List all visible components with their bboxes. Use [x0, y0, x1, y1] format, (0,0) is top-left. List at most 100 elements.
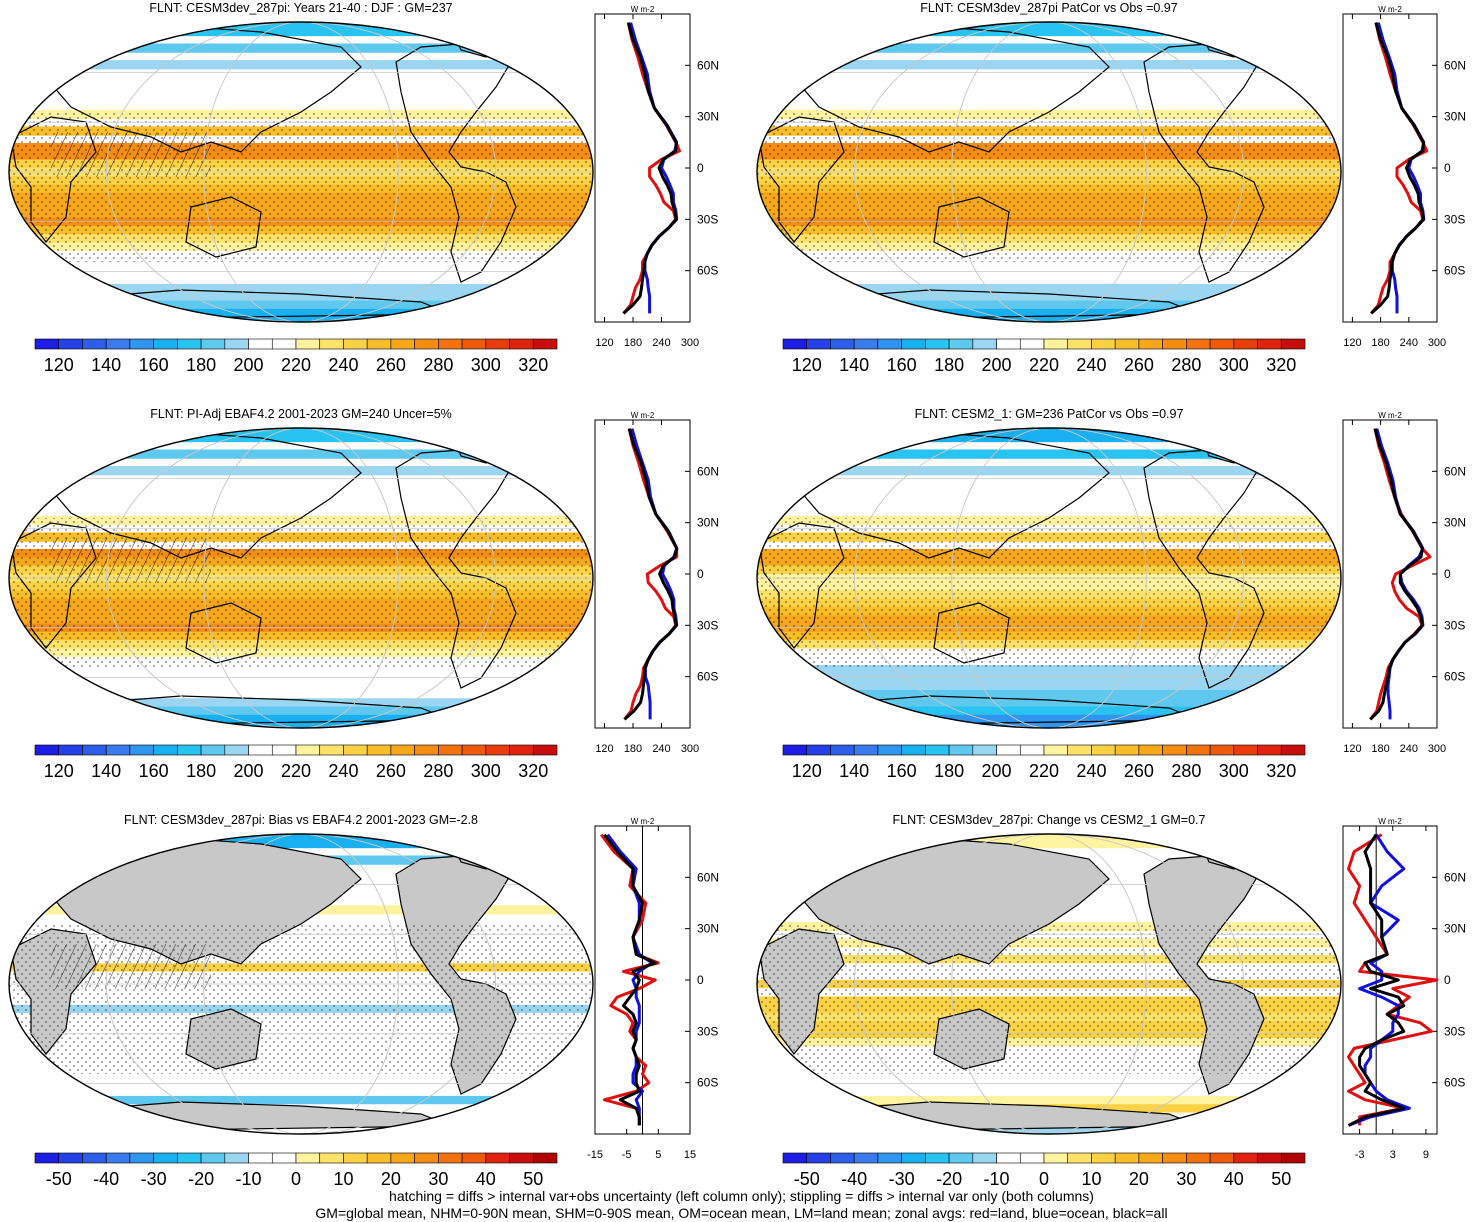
colorbar-tick-label: -10: [236, 1169, 262, 1185]
colorbar-tick-label: 300: [1219, 761, 1249, 781]
colorbar-swatch: [200, 744, 226, 756]
colorbar-swatch: [1186, 338, 1211, 350]
x-tick-label: -15: [587, 1149, 603, 1161]
zonal-series-blue: [629, 22, 679, 314]
lat-label: 60N: [1444, 870, 1466, 884]
colorbar-swatch: [248, 1152, 273, 1164]
colorbar-swatch: [34, 338, 60, 350]
colorbar: 120 140 160 180 200 220 240 260 280 300 320: [34, 338, 558, 375]
colorbar-swatch: [248, 744, 273, 756]
colorbar-tick-label: 300: [471, 355, 501, 375]
lat-label: 60S: [697, 264, 718, 278]
colorbar-swatch: [532, 744, 558, 756]
lat-label: 60S: [697, 670, 718, 684]
x-tick-label: 9: [1423, 1149, 1429, 1161]
lat-label: 60N: [697, 870, 719, 884]
zonal-series-black: [1369, 428, 1424, 721]
colorbar-swatch: [438, 1152, 463, 1164]
colorbar-swatch: [806, 1152, 831, 1164]
x-tick-label: 240: [652, 337, 670, 349]
colorbar-tick-label: 180: [186, 761, 216, 781]
colorbar-swatch: [806, 744, 831, 756]
colorbar-tick-label: 160: [139, 761, 169, 781]
lat-label: 30N: [697, 516, 719, 530]
colorbar-tick-label: 300: [1219, 355, 1249, 375]
zonal-mean-plot: 60N 30N 0 30S 60S 120 180 240 300 W m-2: [1342, 411, 1466, 755]
zonal-mean-plot: 60N 30N 0 30S 60S -15 -5 5 15 W m-2: [587, 817, 719, 1161]
colorbar-tick-label: 120: [792, 355, 822, 375]
lat-label: 30S: [1444, 212, 1465, 226]
colorbar-swatch: [1091, 1152, 1116, 1164]
footer-line-2: GM=global mean, NHM=0-90N mean, SHM=0-90…: [315, 1205, 1168, 1221]
unit-label: W m-2: [631, 5, 655, 14]
unit-label: W m-2: [1378, 817, 1402, 826]
colorbar-swatch: [461, 744, 487, 756]
world-map-panel-3: [8, 427, 594, 729]
lat-label: 30N: [1444, 110, 1466, 124]
map-border: [8, 833, 594, 1135]
colorbar-swatch: [1043, 338, 1069, 350]
colorbar-tick-label: 40: [476, 1169, 496, 1185]
lat-label: 0: [697, 161, 704, 175]
lat-label: 60S: [1444, 1076, 1465, 1090]
colorbar-tick-label: 180: [186, 355, 216, 375]
colorbar-swatch: [509, 1152, 534, 1164]
x-tick-label: 120: [595, 743, 613, 755]
colorbar-swatch: [1280, 338, 1306, 350]
colorbar-swatch: [509, 338, 534, 350]
colorbar-swatch: [366, 338, 392, 350]
colorbar-tick-label: 240: [1076, 761, 1106, 781]
colorbar-swatch: [996, 1152, 1021, 1164]
colorbar-swatch: [1043, 1152, 1069, 1164]
colorbar-swatch: [532, 1152, 558, 1164]
colorbar-swatch: [82, 1152, 107, 1164]
colorbar-tick-label: -10: [984, 1169, 1010, 1185]
colorbar-swatch: [1257, 744, 1282, 756]
colorbar-swatch: [461, 338, 487, 350]
zonal-mean-plot: 60N 30N 0 30S 60S 120 180 240 300 W m-2: [594, 5, 719, 349]
colorbar-tick-label: 180: [934, 761, 964, 781]
lat-label: 60S: [697, 1076, 718, 1090]
map-border: [756, 21, 1342, 323]
x-tick-label: 120: [1343, 743, 1361, 755]
colorbar-swatch: [1067, 1152, 1092, 1164]
colorbar-swatch: [782, 1152, 808, 1164]
colorbar-swatch: [224, 338, 249, 350]
colorbar-swatch: [853, 744, 879, 756]
x-tick-label: 240: [652, 743, 670, 755]
colorbar-swatch: [153, 338, 178, 350]
colorbar-swatch: [901, 744, 926, 756]
colorbar-swatch: [1138, 744, 1163, 756]
lat-label: 0: [1444, 973, 1451, 987]
colorbar-swatch: [1067, 744, 1092, 756]
colorbar-tick-label: 200: [234, 761, 264, 781]
colorbar-swatch: [830, 744, 855, 756]
colorbar-tick-label: 260: [376, 761, 406, 781]
panel-title: FLNT: CESM3dev_287pi: Years 21-40 : DJF …: [149, 1, 452, 15]
colorbar-tick-label: 180: [934, 355, 964, 375]
colorbar-swatch: [1019, 338, 1045, 350]
colorbar-swatch: [877, 1152, 902, 1164]
colorbar-swatch: [948, 744, 974, 756]
colorbar-swatch: [1114, 744, 1140, 756]
x-tick-label: -3: [1355, 1149, 1365, 1161]
colorbar-tick-label: 0: [291, 1169, 301, 1185]
colorbar-swatch: [782, 338, 808, 350]
lat-label: 30S: [697, 1024, 718, 1038]
colorbar-swatch: [1209, 744, 1235, 756]
panel-title: FLNT: PI-Adj EBAF4.2 2001-2023 GM=240 Un…: [150, 407, 452, 421]
zonal-series-black: [623, 428, 679, 721]
colorbar-tick-label: 200: [234, 355, 264, 375]
colorbar-swatch: [972, 338, 997, 350]
colorbar-swatch: [177, 744, 202, 756]
colorbar-tick-label: 220: [1029, 761, 1059, 781]
x-tick-label: 180: [624, 743, 642, 755]
colorbar-swatch: [972, 1152, 997, 1164]
colorbar-tick-label: 20: [381, 1169, 401, 1185]
colorbar-swatch: [438, 338, 463, 350]
zonal-mean-plot: 60N 30N 0 30S 60S 120 180 240 300 W m-2: [594, 411, 719, 755]
colorbar-tick-label: -20: [188, 1169, 214, 1185]
world-map-panel-1: [8, 21, 594, 323]
colorbar-tick-label: 120: [792, 761, 822, 781]
colorbar: 120 140 160 180 200 220 240 260 280 300 320: [782, 338, 1306, 375]
